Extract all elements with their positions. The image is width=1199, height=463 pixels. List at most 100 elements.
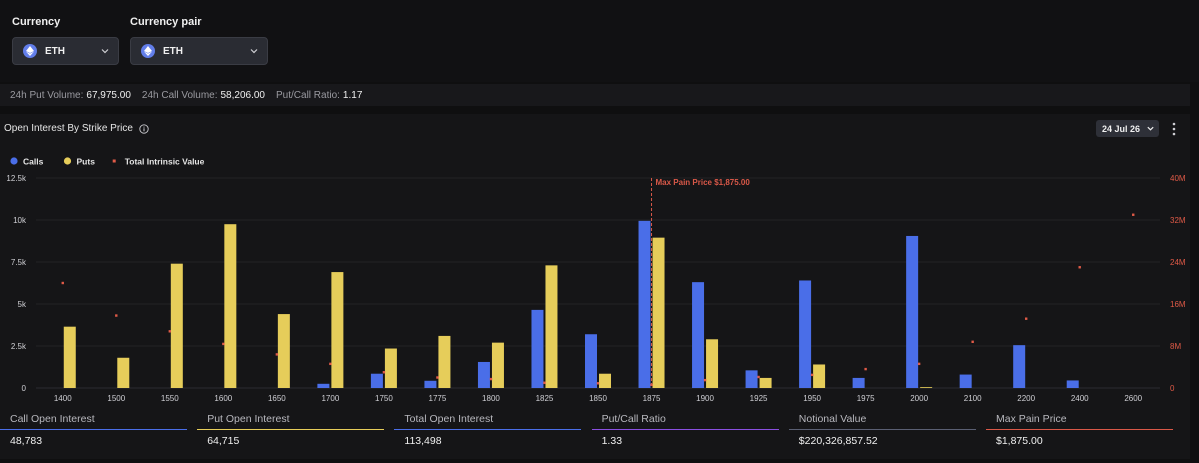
intrinsic-point-2000 (917, 362, 921, 366)
x-tick-label: 1600 (214, 394, 232, 403)
put-call-ratio-value: 1.17 (342, 89, 363, 101)
x-tick-label: 1975 (857, 394, 875, 403)
intrinsic-point-1975 (864, 367, 867, 371)
intrinsic-point-1775 (436, 376, 439, 379)
y-right-tick-label: 24M (1170, 258, 1186, 267)
legend-marker-calls (10, 157, 18, 165)
bar-puts-1875 (652, 237, 665, 388)
y-left-tick-label: 12.5k (6, 174, 27, 183)
currency-pair-group: Currency pair ETH (130, 16, 268, 65)
panel-title-text: Open Interest By Strike Price (4, 123, 133, 134)
bar-calls-2400 (1066, 380, 1079, 388)
intrinsic-point-1900 (703, 378, 707, 382)
metric-underline (197, 429, 385, 430)
volume-stats-bar: 24h Put Volume: 67,975.00 24h Call Volum… (0, 84, 1190, 106)
metric-label: Notional Value (798, 413, 867, 425)
x-tick-label: 1500 (107, 394, 125, 403)
bar-calls-1950 (799, 280, 812, 388)
intrinsic-point-1925 (757, 375, 760, 379)
expiry-date-value: 24 Jul 26 (1102, 123, 1141, 134)
bar-calls-1775 (424, 380, 437, 388)
metric-card: Total Open Interest 113,498 (394, 409, 582, 447)
legend-marker-intrinsic (112, 159, 116, 163)
metric-card: Notional Value $220,326,857.52 (788, 409, 976, 447)
legend-label: Total Intrinsic Value (125, 157, 205, 167)
intrinsic-point-1550 (168, 330, 172, 333)
legend-label: Puts (77, 157, 96, 167)
y-right-tick-label: 32M (1170, 216, 1186, 225)
ethereum-icon (23, 44, 37, 58)
max-pain-label: Max Pain Price $1,875.00 (656, 178, 751, 187)
y-right-tick-label: 40M (1170, 174, 1186, 183)
call-volume-value: 58,206.00 (220, 89, 266, 101)
chevron-down-icon (1147, 126, 1154, 131)
intrinsic-point-1500 (115, 314, 118, 317)
currency-pair-select[interactable]: ETH (130, 37, 268, 65)
bar-calls-1850 (585, 334, 597, 388)
currency-pair-value: ETH (163, 45, 183, 57)
metric-value: 113,498 (404, 435, 442, 447)
expiry-date-select[interactable]: 24 Jul 26 (1096, 120, 1159, 137)
bar-puts-1800 (491, 342, 504, 388)
x-tick-label: 1550 (161, 394, 179, 403)
chevron-down-icon (101, 49, 109, 54)
intrinsic-point-1400 (61, 281, 64, 285)
x-tick-label: 2000 (910, 394, 928, 403)
bar-calls-2200 (1013, 345, 1026, 388)
bar-puts-1850 (599, 373, 611, 388)
bar-puts-1600 (224, 224, 237, 388)
currency-select[interactable]: ETH (12, 37, 119, 65)
x-tick-label: 2400 (1071, 394, 1089, 403)
bar-puts-1650 (277, 314, 290, 388)
x-tick-label: 1700 (321, 394, 339, 403)
bar-puts-1700 (331, 272, 344, 388)
put-volume-value: 67,975.00 (86, 89, 131, 101)
metric-card: Max Pain Price $1,875.00 (986, 409, 1173, 447)
metric-underline (788, 429, 976, 430)
bar-calls-1800 (477, 361, 490, 388)
x-tick-label: 1850 (589, 394, 607, 403)
x-tick-label: 1875 (643, 394, 661, 403)
bar-puts-1950 (813, 364, 826, 388)
metric-card: Call Open Interest 48,783 (0, 409, 187, 447)
metric-underline (591, 429, 779, 430)
y-left-tick-label: 5k (18, 300, 27, 309)
metric-underline (0, 429, 187, 430)
put-volume-label: 24h Put Volume: (10, 89, 84, 101)
x-tick-label: 1900 (696, 394, 714, 403)
x-tick-label: 1775 (429, 394, 447, 403)
x-tick-label: 1925 (750, 394, 768, 403)
intrinsic-point-1600 (222, 342, 225, 346)
summary-metrics: Call Open Interest 48,783 Put Open Interes… (0, 409, 1199, 459)
metric-label: Put Open Interest (207, 413, 290, 425)
metric-card: Put Open Interest 64,715 (197, 409, 385, 447)
info-icon[interactable] (139, 123, 149, 134)
intrinsic-point-2200 (1024, 317, 1028, 320)
bar-calls-1900 (692, 282, 705, 388)
x-tick-label: 1800 (482, 394, 500, 403)
legend-label: Calls (23, 157, 44, 167)
open-interest-chart: Calls Puts Total Intrinsic Value 0 0 2.5k 8M 5k… (6, 157, 1186, 404)
bar-calls-1825 (531, 309, 544, 388)
x-tick-label: 2100 (964, 394, 982, 403)
x-tick-label: 2600 (1124, 394, 1142, 403)
more-vertical-icon[interactable] (1172, 122, 1176, 136)
metric-card: Put/Call Ratio 1.33 (591, 409, 779, 447)
intrinsic-point-2600 (1132, 213, 1135, 216)
x-tick-label: 1825 (536, 394, 554, 403)
intrinsic-point-1700 (329, 362, 332, 366)
intrinsic-point-1950 (810, 373, 814, 377)
bar-puts-1925 (759, 377, 772, 388)
bar-puts-1900 (706, 339, 719, 388)
bar-puts-1400 (63, 326, 76, 388)
metric-value: $220,326,857.52 (798, 435, 878, 447)
legend-marker-puts (63, 157, 72, 165)
put-call-ratio-label: Put/Call Ratio: (276, 89, 340, 101)
call-volume-label: 24h Call Volume: (141, 89, 218, 101)
filter-bar: Currency ETH Currency pair ETH (0, 0, 1199, 82)
bar-puts-1750 (384, 348, 397, 388)
intrinsic-point-2100 (971, 340, 974, 343)
y-left-tick-label: 2.5k (11, 342, 27, 351)
x-tick-label: 1650 (268, 394, 286, 403)
metric-value: 1.33 (601, 435, 623, 447)
